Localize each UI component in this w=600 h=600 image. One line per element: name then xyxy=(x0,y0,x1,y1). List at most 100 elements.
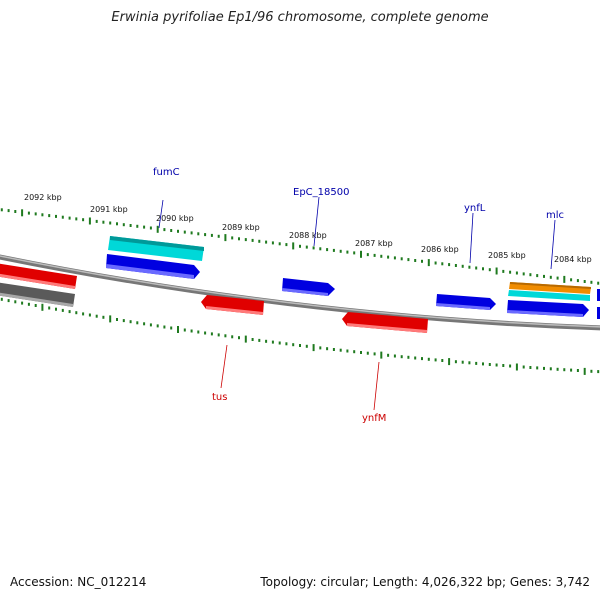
gene-labels: fumC EpC_18500 ynfL mlc tus ynfM xyxy=(153,167,564,424)
kbp-label: 2085 kbp xyxy=(488,251,526,260)
kbp-label: 2089 kbp xyxy=(222,223,260,232)
minor-tick xyxy=(353,251,356,255)
minor-tick xyxy=(549,367,552,371)
upper-tick-ring xyxy=(0,208,600,285)
minor-tick xyxy=(407,355,410,359)
minor-tick xyxy=(210,233,213,237)
minor-tick xyxy=(41,213,44,217)
minor-tick xyxy=(129,320,132,324)
gene-label-fumC[interactable]: fumC xyxy=(153,167,180,178)
gene-label-ynfM[interactable]: ynfM xyxy=(362,413,386,424)
label-leaders xyxy=(158,196,556,411)
minor-tick xyxy=(231,335,234,339)
major-tick xyxy=(177,326,179,333)
gene-left-grey[interactable] xyxy=(0,282,75,307)
minor-tick xyxy=(475,266,478,270)
major-tick xyxy=(583,367,586,375)
minor-tick xyxy=(102,315,105,319)
minor-tick xyxy=(502,364,505,367)
minor-tick xyxy=(332,248,335,252)
minor-tick xyxy=(88,313,91,317)
gene-label-tus[interactable]: tus xyxy=(212,392,227,403)
gene-fumC-rna-edge xyxy=(110,236,204,251)
minor-tick xyxy=(387,255,390,259)
minor-tick xyxy=(34,212,37,216)
gene-ynfL-shade xyxy=(436,303,490,310)
minor-tick xyxy=(285,243,288,247)
minor-tick xyxy=(129,224,132,227)
minor-tick xyxy=(326,347,329,351)
minor-tick xyxy=(488,268,491,272)
minor-tick xyxy=(183,230,186,234)
minor-tick xyxy=(251,338,254,341)
gene-label-EpC_18500[interactable]: EpC_18500 xyxy=(293,187,349,198)
minor-tick xyxy=(271,241,274,245)
gene-left-red[interactable] xyxy=(0,263,77,289)
minor-tick xyxy=(407,258,410,262)
reverse-strand-genes xyxy=(0,263,428,333)
minor-tick xyxy=(441,262,444,266)
gene-label-mlc[interactable]: mlc xyxy=(546,210,564,221)
minor-tick xyxy=(529,273,532,277)
minor-tick xyxy=(251,238,254,242)
minor-tick xyxy=(27,211,30,215)
minor-tick xyxy=(522,365,525,369)
gene-edge-fragment[interactable] xyxy=(597,289,600,301)
minor-tick xyxy=(27,302,30,306)
minor-tick xyxy=(265,240,268,244)
minor-tick xyxy=(102,220,105,224)
minor-tick xyxy=(495,363,498,367)
minor-tick xyxy=(393,256,396,260)
major-tick xyxy=(88,217,91,225)
minor-tick xyxy=(204,233,207,237)
major-tick xyxy=(515,363,518,371)
minor-tick xyxy=(163,325,166,329)
minor-tick xyxy=(197,330,200,334)
minor-tick xyxy=(339,348,342,352)
kbp-label: 2086 kbp xyxy=(421,245,459,254)
minor-tick xyxy=(366,253,369,257)
minor-tick xyxy=(441,359,444,362)
minor-tick xyxy=(136,224,139,228)
major-tick xyxy=(427,259,430,267)
gene-left-grey-shade xyxy=(0,292,73,307)
chromosome-backbone-highlight xyxy=(0,255,600,328)
minor-tick xyxy=(122,223,125,227)
minor-tick xyxy=(576,279,579,283)
minor-tick xyxy=(265,339,268,343)
minor-tick xyxy=(258,338,261,342)
minor-tick xyxy=(285,342,288,346)
gene-fumC[interactable] xyxy=(106,254,200,279)
gene-edge-fragment[interactable] xyxy=(597,307,600,319)
major-tick xyxy=(380,351,383,359)
gene-mlc-rna[interactable] xyxy=(508,290,590,301)
minor-tick xyxy=(244,238,247,242)
minor-tick xyxy=(326,248,329,252)
chromosome-backbone xyxy=(0,254,600,331)
kbp-label: 2087 kbp xyxy=(355,239,393,248)
minor-tick xyxy=(109,221,112,225)
minor-tick xyxy=(163,228,166,232)
major-tick xyxy=(244,335,247,343)
minor-tick xyxy=(7,209,10,213)
minor-tick xyxy=(373,352,376,356)
minor-tick xyxy=(421,357,423,361)
forward-strand-genes xyxy=(106,236,600,319)
gene-ynfM[interactable] xyxy=(342,312,428,333)
minor-tick xyxy=(563,368,566,372)
minor-tick xyxy=(231,236,234,240)
minor-tick xyxy=(414,356,417,360)
minor-tick xyxy=(61,308,64,312)
minor-tick xyxy=(590,280,593,284)
minor-tick xyxy=(454,360,457,364)
minor-tick xyxy=(190,329,193,333)
minor-tick xyxy=(183,328,186,332)
minor-tick xyxy=(116,222,118,226)
minor-tick xyxy=(597,370,600,374)
minor-tick xyxy=(576,369,579,372)
gene-label-ynfL[interactable]: ynfL xyxy=(464,203,486,214)
minor-tick xyxy=(434,358,437,362)
minor-tick xyxy=(454,264,457,267)
minor-tick xyxy=(393,354,396,358)
